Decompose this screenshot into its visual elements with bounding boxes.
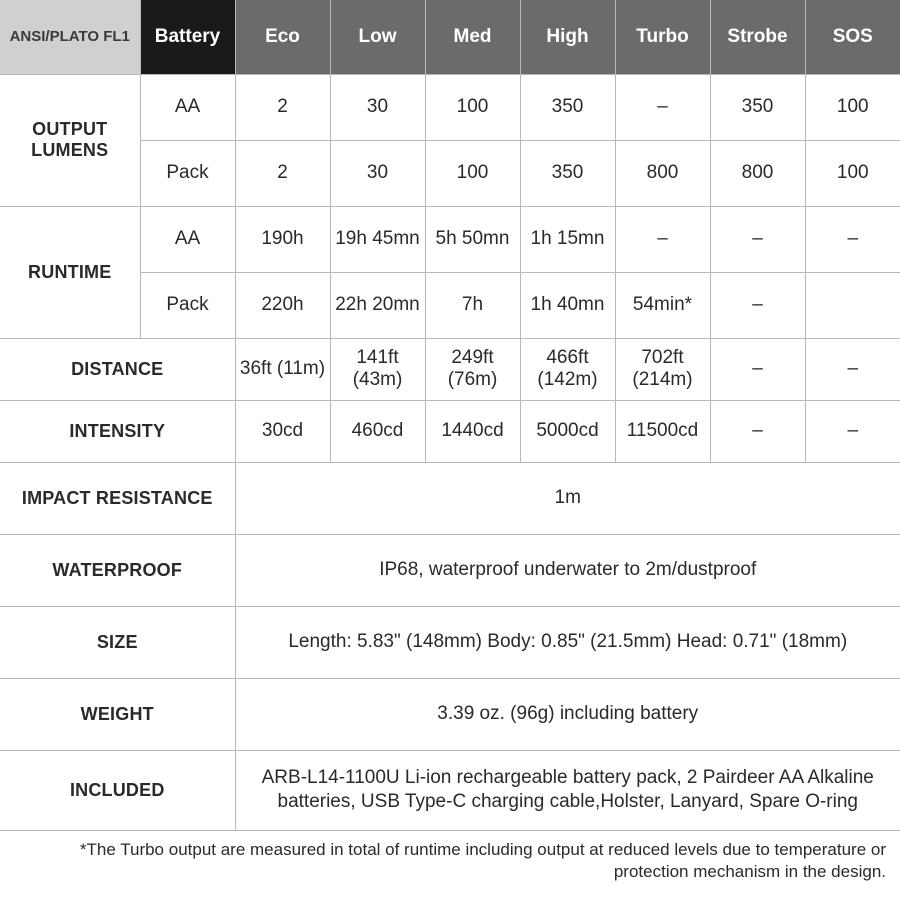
weight-row: WEIGHT 3.39 oz. (96g) including battery [0,678,900,750]
mode-header-high: High [520,0,615,74]
battery-header: Battery [140,0,235,74]
output-aa-low: 30 [330,74,425,140]
output-pack-batt: Pack [140,140,235,206]
distance-sos: – [805,338,900,400]
output-pack-high: 350 [520,140,615,206]
output-pack-sos: 100 [805,140,900,206]
mode-header-turbo: Turbo [615,0,710,74]
runtime-pack-eco: 220h [235,272,330,338]
size-value: Length: 5.83" (148mm) Body: 0.85" (21.5m… [235,606,900,678]
output-aa-eco: 2 [235,74,330,140]
output-aa-strobe: 350 [710,74,805,140]
distance-eco: 36ft (11m) [235,338,330,400]
distance-row: DISTANCE 36ft (11m) 141ft (43m) 249ft (7… [0,338,900,400]
runtime-pack-med: 7h [425,272,520,338]
intensity-sos: – [805,400,900,462]
mode-header-low: Low [330,0,425,74]
output-pack-med: 100 [425,140,520,206]
runtime-pack-strobe: – [710,272,805,338]
runtime-pack-sos [805,272,900,338]
mode-header-med: Med [425,0,520,74]
runtime-aa-strobe: – [710,206,805,272]
runtime-row-aa: RUNTIME AA 190h 19h 45mn 5h 50mn 1h 15mn… [0,206,900,272]
size-label: SIZE [0,606,235,678]
output-pack-eco: 2 [235,140,330,206]
output-label-text: OUTPUT LUMENS [0,119,140,161]
impact-row: IMPACT RESISTANCE 1m [0,462,900,534]
runtime-aa-batt: AA [140,206,235,272]
intensity-label: INTENSITY [0,400,235,462]
runtime-label: RUNTIME [0,206,140,338]
water-label: WATERPROOF [0,534,235,606]
output-aa-med: 100 [425,74,520,140]
output-aa-sos: 100 [805,74,900,140]
size-row: SIZE Length: 5.83" (148mm) Body: 0.85" (… [0,606,900,678]
corner-header-text: ANSI/PLATO FL1 [10,28,130,45]
intensity-low: 460cd [330,400,425,462]
mode-header-eco: Eco [235,0,330,74]
weight-label: WEIGHT [0,678,235,750]
runtime-pack-batt: Pack [140,272,235,338]
runtime-aa-med: 5h 50mn [425,206,520,272]
distance-high: 466ft (142m) [520,338,615,400]
distance-low: 141ft (43m) [330,338,425,400]
included-row: INCLUDED ARB-L14-1100U Li-ion rechargeab… [0,750,900,830]
runtime-pack-high: 1h 40mn [520,272,615,338]
water-row: WATERPROOF IP68, waterproof underwater t… [0,534,900,606]
distance-med: 249ft (76m) [425,338,520,400]
spec-table: ANSI/PLATO FL1 Battery Eco Low Med High … [0,0,900,831]
runtime-aa-low: 19h 45mn [330,206,425,272]
intensity-row: INTENSITY 30cd 460cd 1440cd 5000cd 11500… [0,400,900,462]
output-label: OUTPUT LUMENS [0,74,140,206]
water-value: IP68, waterproof underwater to 2m/dustpr… [235,534,900,606]
runtime-pack-turbo: 54min* [615,272,710,338]
output-pack-low: 30 [330,140,425,206]
output-aa-batt: AA [140,74,235,140]
distance-label: DISTANCE [0,338,235,400]
runtime-aa-sos: – [805,206,900,272]
intensity-turbo: 11500cd [615,400,710,462]
intensity-high: 5000cd [520,400,615,462]
runtime-aa-eco: 190h [235,206,330,272]
intensity-strobe: – [710,400,805,462]
included-value: ARB-L14-1100U Li-ion rechargeable batter… [235,750,900,830]
output-aa-turbo: – [615,74,710,140]
output-aa-high: 350 [520,74,615,140]
runtime-pack-low: 22h 20mn [330,272,425,338]
mode-header-sos: SOS [805,0,900,74]
included-label: INCLUDED [0,750,235,830]
output-row-aa: OUTPUT LUMENS AA 2 30 100 350 – 350 100 [0,74,900,140]
distance-turbo: 702ft (214m) [615,338,710,400]
battery-header-text: Battery [155,26,220,47]
mode-header-strobe: Strobe [710,0,805,74]
footnote: *The Turbo output are measured in total … [0,831,900,885]
intensity-eco: 30cd [235,400,330,462]
impact-value: 1m [235,462,900,534]
header-row: ANSI/PLATO FL1 Battery Eco Low Med High … [0,0,900,74]
intensity-med: 1440cd [425,400,520,462]
distance-strobe: – [710,338,805,400]
runtime-aa-high: 1h 15mn [520,206,615,272]
output-pack-strobe: 800 [710,140,805,206]
impact-label: IMPACT RESISTANCE [0,462,235,534]
weight-value: 3.39 oz. (96g) including battery [235,678,900,750]
output-pack-turbo: 800 [615,140,710,206]
corner-header: ANSI/PLATO FL1 [0,0,140,74]
runtime-aa-turbo: – [615,206,710,272]
